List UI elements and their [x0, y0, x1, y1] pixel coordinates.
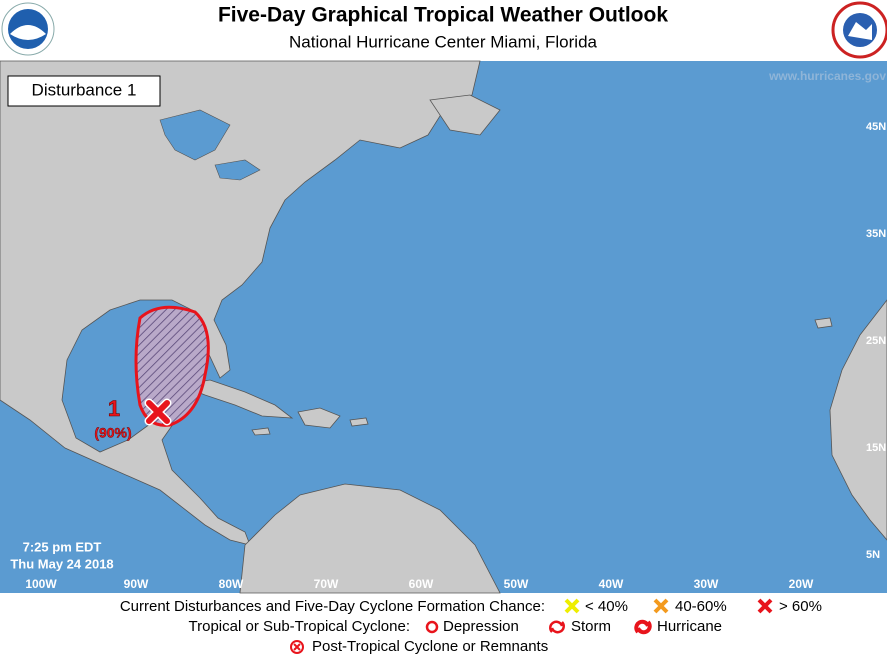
africa [829, 299, 887, 541]
legend: Current Disturbances and Five-Day Cyclon… [120, 598, 822, 655]
disturbance-number: 1 [108, 396, 120, 421]
latitude-labels: 45N 35N 25N 15N 5N [866, 121, 886, 561]
timestamp: 7:25 pm EDT [23, 539, 102, 554]
longitude-label: 20W [789, 577, 814, 591]
disturbance-chance: (90%) [94, 425, 131, 441]
legend-icon [564, 598, 580, 614]
great-lakes-east [214, 159, 261, 181]
legend-icon [549, 620, 565, 634]
legend-item: Post-Tropical Cyclone or Remnants [312, 638, 548, 655]
latitude-label: 35N [866, 228, 886, 240]
shape [848, 22, 872, 40]
greenland-newfoundland [429, 94, 501, 136]
panel-label-box [7, 75, 161, 107]
great-lakes [159, 109, 231, 161]
timestamp: Thu May 24 2018 [10, 556, 113, 571]
longitude-label: 90W [124, 577, 149, 591]
longitude-label: 30W [694, 577, 719, 591]
disturbance-area [134, 305, 210, 427]
longitude-label: 50W [504, 577, 529, 591]
south-america [239, 483, 501, 594]
longitude-labels: 100W 90W 80W 70W 60W 50W 40W 30W 20W [25, 577, 814, 591]
legend-item: 40-60% [675, 598, 727, 615]
latitude-label: 5N [866, 549, 880, 561]
legend-icon [425, 620, 439, 634]
longitude-label: 40W [599, 577, 624, 591]
longitude-label: 70W [314, 577, 339, 591]
legend-icon [293, 643, 301, 651]
longitude-label: 60W [409, 577, 434, 591]
shape [134, 305, 210, 427]
watermark: www.hurricanes.gov [768, 69, 886, 83]
longitude-label: 80W [219, 577, 244, 591]
header-bg [0, 0, 887, 61]
latitude-label: 15N [866, 442, 886, 454]
legend-icon [290, 640, 304, 654]
legend-item: Depression [443, 618, 519, 635]
legend-label: Tropical or Sub-Tropical Cyclone: [189, 618, 410, 635]
subtitle: National Hurricane Center Miami, Florida [289, 32, 598, 51]
hispaniola [297, 407, 341, 429]
legend-icon [634, 619, 652, 635]
legend-item: < 40% [585, 598, 628, 615]
latitude-label: 45N [866, 121, 886, 133]
puerto-rico [349, 417, 369, 427]
legend-item: Storm [571, 618, 611, 635]
noaa-logo [1, 2, 55, 56]
cuba [178, 379, 294, 419]
map: 1 (90%) Disturbance 1 www.hurricanes.gov… [0, 60, 887, 594]
north-america [0, 60, 481, 546]
latitude-label: 25N [866, 335, 886, 347]
jamaica [251, 427, 271, 436]
legend-icon [653, 598, 669, 614]
nws-logo [831, 1, 887, 59]
legend-label: Current Disturbances and Five-Day Cyclon… [120, 598, 545, 615]
shape [10, 25, 46, 40]
legend-item: Hurricane [657, 618, 722, 635]
longitude-label: 100W [25, 577, 57, 591]
title: Five-Day Graphical Tropical Weather Outl… [218, 4, 668, 27]
panel-label: Disturbance 1 [32, 80, 137, 99]
legend-item: > 60% [779, 598, 822, 615]
legend-icon [757, 598, 773, 614]
shape [146, 400, 170, 424]
canary-islands [814, 317, 833, 329]
